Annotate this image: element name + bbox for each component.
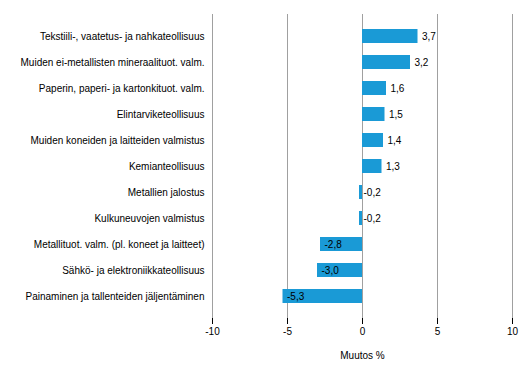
svg-text:1,5: 1,5	[389, 109, 403, 120]
svg-text:Painaminen ja tallenteiden jäl: Painaminen ja tallenteiden jäljentäminen	[25, 291, 204, 302]
svg-text:Paperin, paperi- ja kartonkitu: Paperin, paperi- ja kartonkituot. valm.	[39, 83, 205, 94]
svg-text:Tekstiili-, vaatetus- ja nahka: Tekstiili-, vaatetus- ja nahkateollisuus	[40, 31, 205, 42]
svg-text:-0,2: -0,2	[364, 187, 382, 198]
svg-text:Kemianteollisuus: Kemianteollisuus	[129, 161, 205, 172]
svg-text:5: 5	[435, 326, 441, 337]
svg-text:10: 10	[507, 326, 519, 337]
svg-text:1,4: 1,4	[388, 135, 402, 146]
svg-text:Kulkuneuvojen valmistus: Kulkuneuvojen valmistus	[94, 213, 204, 224]
svg-text:Sähkö- ja elektroniikkateollis: Sähkö- ja elektroniikkateollisuus	[62, 265, 204, 276]
svg-text:0: 0	[360, 326, 366, 337]
svg-text:-2,8: -2,8	[325, 239, 343, 250]
svg-text:Metallien jalostus: Metallien jalostus	[128, 187, 205, 198]
svg-text:-10: -10	[205, 326, 220, 337]
svg-text:Muiden koneiden ja laitteiden: Muiden koneiden ja laitteiden valmistus	[31, 135, 205, 146]
svg-text:3,2: 3,2	[415, 57, 429, 68]
svg-text:Muiden ei-metallisten mineraal: Muiden ei-metallisten mineraalituot. val…	[21, 57, 205, 68]
svg-text:Muutos %: Muutos %	[340, 350, 385, 361]
svg-text:Metallituot. valm. (pl. koneet: Metallituot. valm. (pl. koneet ja laitte…	[34, 239, 205, 250]
svg-text:Elintarviketeollisuus: Elintarviketeollisuus	[117, 109, 205, 120]
svg-text:3,7: 3,7	[422, 31, 436, 42]
svg-text:-3,0: -3,0	[322, 265, 340, 276]
svg-text:-0,2: -0,2	[364, 213, 382, 224]
svg-text:1,6: 1,6	[391, 83, 405, 94]
svg-text:-5: -5	[283, 326, 292, 337]
svg-text:-5,3: -5,3	[287, 291, 305, 302]
svg-text:1,3: 1,3	[386, 161, 400, 172]
